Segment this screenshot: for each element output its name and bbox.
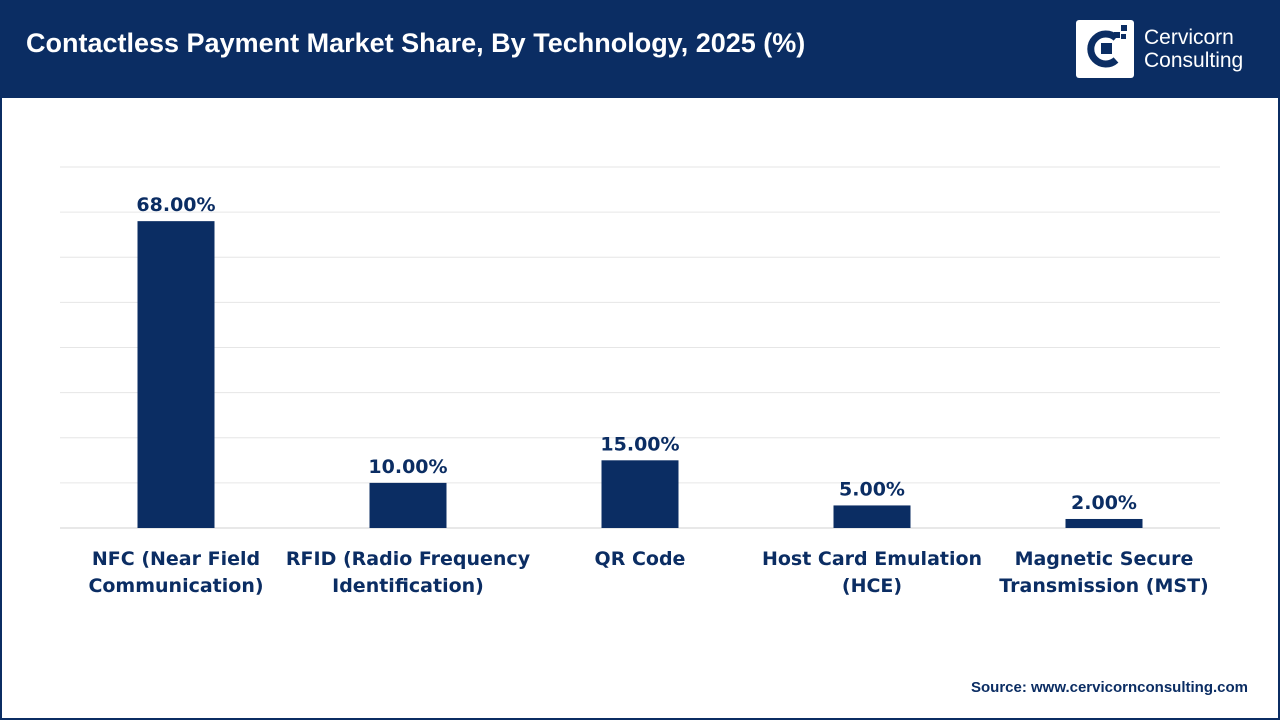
- data-labels: 68.00% 10.00% 15.00% 5.00% 2.00%: [136, 194, 1137, 514]
- x-tick-label: Magnetic Secure: [1015, 548, 1194, 570]
- chart-title: Contactless Payment Market Share, By Tec…: [26, 28, 806, 58]
- bars: [137, 221, 1143, 528]
- data-label: 15.00%: [600, 433, 679, 455]
- data-label: 68.00%: [136, 194, 215, 216]
- logo-line1: Cervicorn: [1144, 26, 1234, 49]
- bar: [1065, 518, 1143, 528]
- logo-wordmark: Cervicorn Consulting: [1144, 26, 1243, 72]
- data-label: 2.00%: [1071, 492, 1137, 514]
- x-tick-label: NFC (Near Field: [92, 548, 260, 570]
- bar: [833, 505, 911, 528]
- x-tick-label: Identification): [332, 575, 484, 597]
- data-label: 10.00%: [368, 456, 447, 478]
- bar: [601, 460, 679, 528]
- source-note: Source: www.cervicornconsulting.com: [970, 679, 1248, 696]
- x-tick-label: Transmission (MST): [999, 575, 1208, 597]
- cervicorn-logo-icon: [1076, 20, 1134, 78]
- gridlines: [60, 166, 1220, 529]
- company-logo: Cervicorn Consulting: [1076, 20, 1266, 80]
- bar: [369, 482, 447, 528]
- x-tick-label: Host Card Emulation: [762, 548, 982, 570]
- data-label: 5.00%: [839, 478, 905, 500]
- logo-line2: Consulting: [1144, 49, 1244, 72]
- x-tick-label: RFID (Radio Frequency: [286, 548, 531, 570]
- x-tick-label: QR Code: [595, 548, 686, 570]
- x-tick-labels: NFC (Near Field Communication) RFID (Radio…: [88, 548, 1208, 597]
- header-banner: Contactless Payment Market Share, By Tec…: [2, 2, 1278, 98]
- bar: [137, 221, 215, 528]
- x-tick-label: (HCE): [842, 575, 902, 597]
- x-tick-label: Communication): [88, 575, 263, 597]
